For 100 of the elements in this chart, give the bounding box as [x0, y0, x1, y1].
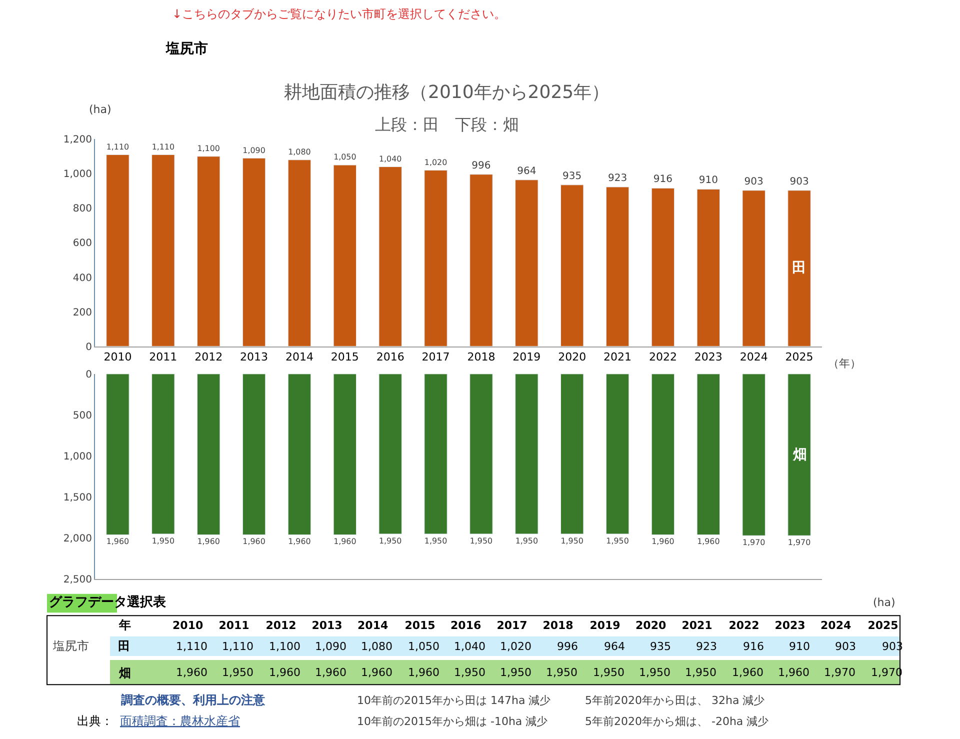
text: 903 [835, 640, 856, 653]
x-tick-label: 2022 [648, 350, 677, 364]
x-tick-label: 2018 [467, 350, 496, 364]
category-label: 2016 [450, 619, 482, 632]
data-label: 1,100 [197, 144, 220, 154]
x-tick-label: 2010 [104, 350, 132, 364]
bar [742, 190, 766, 346]
y-tick-label: 2,500 [63, 574, 92, 586]
data-label: 1,960 [242, 537, 266, 546]
category-label: 2020 [636, 619, 666, 632]
data-label: 996 [472, 160, 491, 172]
source-note: 出典： [77, 714, 113, 728]
bar [606, 186, 630, 346]
data-label: 964 [517, 166, 536, 177]
x-tick-label: 2014 [285, 350, 314, 364]
text: 1,950 [593, 666, 624, 679]
data-label: 1,950 [424, 536, 448, 546]
data-label: 1,960 [197, 537, 220, 546]
bar [333, 164, 357, 346]
text: 1,040 [454, 640, 486, 653]
text: 1,050 [408, 640, 440, 653]
category-label: 2013 [312, 619, 342, 632]
y-tick-label: 1,200 [63, 134, 92, 146]
y-tick-label: 500 [72, 410, 92, 422]
text: 面積調査：農林水産省 [120, 714, 240, 728]
category-label: 2012 [266, 619, 296, 632]
category-label: 2023 [774, 619, 806, 632]
category-label: 2019 [590, 619, 620, 632]
bar [651, 188, 675, 346]
text: 10年前の2015年から田は 147ha 減少 [357, 694, 551, 707]
y-tick-label: 1,000 [63, 451, 92, 462]
text: 923 [696, 640, 717, 653]
text: 塩尻市 [165, 40, 208, 57]
text: 田 [118, 639, 130, 653]
x-tick-label: 2025 [785, 350, 814, 364]
x-tick-label: 2023 [694, 350, 722, 364]
y-tick-label: 400 [72, 272, 92, 284]
data-label: 903 [790, 176, 809, 188]
category-label: 2025 [868, 619, 898, 632]
data-label: 1,960 [334, 537, 356, 546]
text: 1,110 [176, 640, 208, 653]
data-label: 1,960 [288, 537, 311, 546]
data-label: 903 [744, 176, 764, 188]
bar [378, 166, 402, 346]
x-tick-label: 2020 [558, 350, 586, 364]
data-label: 910 [698, 175, 718, 186]
x-tick-label: 2021 [604, 350, 632, 364]
text: 10年前の2015年から畑は -10ha 減少 [357, 715, 548, 728]
data-label: 1,110 [152, 142, 175, 152]
text: 1,960 [269, 666, 300, 679]
data-label: 1,020 [424, 158, 448, 167]
data-label: 1,970 [742, 538, 766, 547]
text: 5年前2020年から畑は、 -20ha 減少 [585, 715, 769, 728]
text: 1,960 [176, 666, 208, 679]
bar [560, 184, 584, 346]
category-label: 2021 [682, 619, 712, 632]
y-tick-label: 200 [72, 307, 92, 318]
bar [152, 154, 175, 346]
data-label: 916 [653, 174, 673, 186]
y-tick-label: 800 [72, 204, 92, 215]
text: 1,110 [222, 640, 254, 653]
x-tick-label: 2013 [240, 350, 268, 364]
data-label: 1,110 [106, 142, 130, 152]
text: 1,950 [222, 666, 254, 679]
y-tick-label: 0 [86, 369, 92, 380]
text: 916 [743, 640, 764, 653]
category-label: 2010 [172, 619, 204, 632]
text: 1,960 [315, 666, 346, 679]
text: 1,960 [408, 666, 440, 679]
data-label: 1,960 [697, 537, 720, 546]
text: 塩尻市 [52, 639, 89, 653]
text: (ha) [873, 596, 896, 609]
data-label: 1,970 [788, 538, 811, 547]
category-label: 2011 [218, 619, 250, 632]
y-tick-label: 1,500 [63, 492, 92, 504]
y-tick-label: 600 [72, 238, 92, 250]
text: 1,960 [778, 666, 810, 679]
x-tick-label: 2016 [376, 350, 404, 364]
text: 調査の概要、利用上の注意 [120, 693, 266, 707]
text: 1,090 [315, 640, 346, 653]
x-tick-label: 2024 [740, 350, 768, 364]
category-label: 2018 [542, 619, 574, 632]
bar [696, 188, 720, 346]
category-label: 2022 [728, 619, 760, 632]
bar [788, 190, 811, 346]
data-label: 923 [608, 172, 628, 184]
chart-subtitle: 上段：田 下段：畑 [375, 115, 519, 134]
text: 畑 [119, 666, 131, 680]
text: 1,950 [639, 666, 670, 679]
category-label: 2017 [496, 619, 528, 632]
y-tick-label: 2,000 [63, 534, 92, 545]
text: 1,950 [546, 666, 578, 679]
x-axis-title: （年） [828, 357, 861, 370]
y-tick-label: 1,000 [63, 169, 92, 180]
data-label: 1,050 [334, 152, 356, 162]
data-label: 1,040 [378, 154, 402, 164]
category-label: 2014 [358, 619, 388, 632]
text: 1,100 [269, 640, 300, 653]
bar [242, 158, 266, 346]
text: 996 [557, 640, 578, 653]
